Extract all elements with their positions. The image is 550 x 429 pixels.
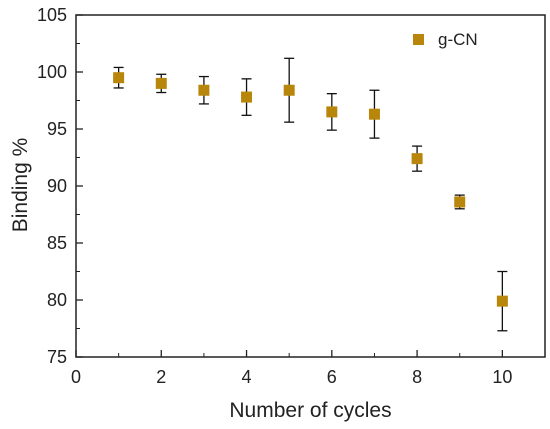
data-point <box>496 295 508 307</box>
data-point <box>241 91 253 103</box>
y-axis-label: Binding % <box>9 138 32 233</box>
x-tick-label: 10 <box>492 367 512 387</box>
y-tick-label: 95 <box>47 119 67 139</box>
y-tick-label: 80 <box>47 290 67 310</box>
data-point <box>113 72 125 84</box>
data-point <box>155 77 167 89</box>
y-tick-label: 100 <box>37 62 67 82</box>
data-points <box>113 72 508 307</box>
legend-marker-g-cn <box>413 34 424 45</box>
x-tick-label: 2 <box>156 367 166 387</box>
x-tick-label: 6 <box>327 367 337 387</box>
legend: g-CN <box>413 30 478 49</box>
data-point <box>283 84 295 96</box>
legend-label-g-cn: g-CN <box>438 30 478 49</box>
x-tick-label: 0 <box>71 367 81 387</box>
y-tick-label: 85 <box>47 233 67 253</box>
error-bars <box>113 57 508 332</box>
y-tick-label: 105 <box>37 5 67 25</box>
y-tick-label: 90 <box>47 176 67 196</box>
x-tick-label: 8 <box>412 367 422 387</box>
x-tick-label: 4 <box>242 367 252 387</box>
data-point <box>326 106 338 118</box>
y-tick-label: 75 <box>47 347 67 367</box>
x-axis-label: Number of cycles <box>229 399 391 422</box>
data-point <box>368 108 380 120</box>
x-axis-ticks: 0 2 4 6 8 10 <box>71 350 512 387</box>
data-point <box>411 153 423 165</box>
data-point <box>198 84 210 96</box>
plot-frame <box>75 14 546 358</box>
data-point <box>454 196 466 208</box>
